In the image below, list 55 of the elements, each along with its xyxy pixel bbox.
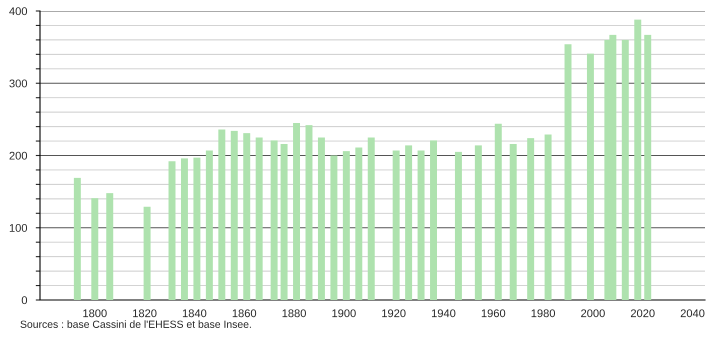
x-tick-label: 1880	[282, 309, 306, 318]
bar	[368, 137, 375, 300]
bar	[564, 44, 572, 300]
x-tick-label: 1800	[83, 309, 107, 318]
bar	[342, 151, 350, 300]
bar	[180, 158, 188, 300]
y-tick-label: 400	[9, 7, 28, 16]
x-tick-label: 1940	[432, 309, 456, 318]
bar	[622, 40, 629, 300]
bar	[256, 137, 263, 300]
bar	[634, 20, 642, 300]
bar	[644, 34, 652, 300]
x-tick-label: 1860	[232, 309, 256, 318]
source-note: Sources : base Cassini de l'EHESS et base Insee.	[20, 320, 251, 328]
bar	[544, 134, 552, 300]
bar	[586, 54, 594, 300]
bar	[218, 129, 226, 300]
bar	[494, 124, 502, 300]
x-tick-label: 1960	[482, 309, 506, 318]
bar	[106, 193, 114, 300]
x-tick-label: 2020	[630, 309, 655, 318]
x-tick-label: 2040	[680, 309, 704, 318]
x-tick-label: 1840	[182, 309, 206, 318]
bar	[168, 161, 176, 300]
bar	[206, 150, 213, 300]
bar	[454, 152, 462, 300]
bar	[306, 125, 312, 300]
y-tick-label: 0	[22, 296, 28, 304]
bar	[330, 156, 338, 300]
bar	[474, 145, 482, 300]
x-tick-label: 1920	[382, 309, 406, 318]
bar	[144, 206, 151, 300]
bar	[405, 145, 412, 300]
bar	[510, 144, 517, 300]
bar	[527, 138, 534, 300]
bar	[91, 198, 98, 300]
bar	[270, 140, 278, 300]
bar	[293, 122, 300, 300]
bar	[230, 130, 238, 300]
y-tick-label: 300	[9, 80, 28, 88]
bar	[243, 133, 250, 300]
x-tick-label: 2000	[581, 309, 605, 318]
bar	[280, 144, 288, 300]
x-tick-label: 1980	[532, 309, 556, 318]
x-tick-label: 1820	[133, 309, 157, 318]
bar	[318, 137, 325, 300]
bar	[430, 140, 438, 300]
bar	[193, 158, 200, 300]
x-tick-label: 1900	[332, 309, 356, 318]
bar	[392, 150, 400, 300]
bar	[418, 150, 425, 300]
y-tick-label: 200	[10, 152, 28, 160]
y-tick-label: 100	[10, 224, 28, 232]
bar	[74, 178, 81, 300]
bar	[355, 148, 362, 300]
